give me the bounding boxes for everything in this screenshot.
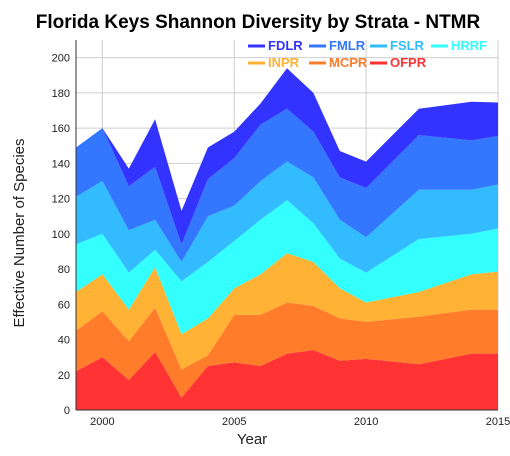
y-tick-label: 0 — [64, 405, 70, 417]
legend-label-mcpr: MCPR — [329, 55, 368, 70]
y-axis-label: Effective Number of Species — [11, 139, 28, 328]
legend-label-ofpr: OFPR — [390, 55, 427, 70]
chart-title: Florida Keys Shannon Diversity by Strata… — [36, 12, 481, 33]
tick-labels: 0 20 40 60 80 100 120 140 160 180 200 2000 2005 2010 2… — [52, 53, 510, 428]
y-tick-label: 60 — [58, 299, 70, 311]
legend-label-fdlr: FDLR — [268, 38, 303, 53]
axes — [75, 40, 498, 411]
area-series-inpr — [76, 253, 498, 370]
area-series-fdlr — [76, 68, 498, 245]
area-series-mcpr — [76, 302, 498, 398]
y-tick-label: 180 — [52, 88, 70, 100]
y-tick-label: 80 — [58, 264, 70, 276]
area-series-ofpr — [76, 350, 498, 410]
area-series-hrrf — [76, 200, 498, 335]
area-series-group — [76, 68, 498, 410]
x-tick-label: 2005 — [222, 416, 246, 428]
legend-label-hrrf: HRRF — [451, 38, 487, 53]
y-tick-label: 120 — [52, 194, 70, 206]
y-tick-label: 140 — [52, 158, 70, 170]
area-series-fmlr — [76, 108, 498, 262]
x-tick-label: 2000 — [90, 416, 114, 428]
y-tick-label: 20 — [58, 370, 70, 382]
y-tick-label: 100 — [52, 229, 70, 241]
legend: FDLR FMLR FSLR HRRF INPR MCPR OFPR — [248, 38, 487, 70]
legend-label-fmlr: FMLR — [329, 38, 366, 53]
legend-label-inpr: INPR — [268, 55, 300, 70]
y-tick-label: 40 — [58, 335, 70, 347]
x-axis-label: Year — [237, 431, 267, 448]
y-tick-label: 160 — [52, 123, 70, 135]
x-tick-label: 2015 — [486, 416, 510, 428]
legend-label-fslr: FSLR — [390, 38, 425, 53]
area-series-fslr — [76, 161, 498, 282]
y-tick-label: 200 — [52, 53, 70, 65]
x-tick-label: 2010 — [354, 416, 378, 428]
